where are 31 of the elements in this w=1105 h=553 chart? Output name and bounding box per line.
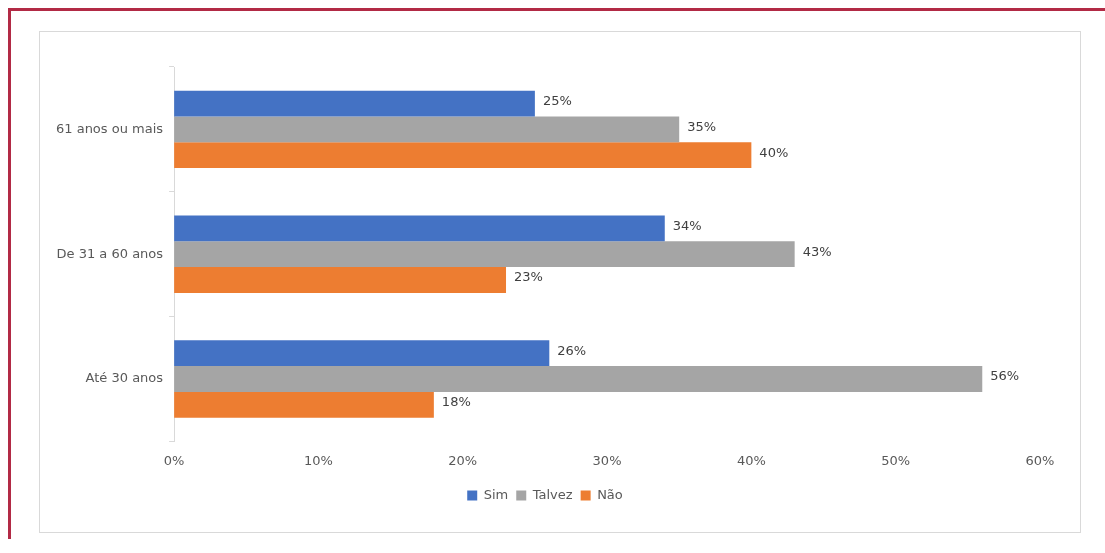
- bar: [174, 340, 550, 367]
- x-tick-label: 60%: [1025, 452, 1055, 468]
- data-label: 26%: [557, 342, 587, 358]
- x-tick-label: 20%: [448, 452, 478, 468]
- legend-label: Sim: [483, 486, 509, 502]
- x-tick-label: 0%: [163, 452, 185, 468]
- data-label: 56%: [990, 368, 1020, 384]
- bar: [174, 366, 983, 392]
- x-tick-label: 40%: [736, 452, 766, 468]
- x-tick-label: 10%: [303, 452, 333, 468]
- bar: [174, 90, 535, 117]
- y-tick-label: Até 30 anos: [85, 370, 164, 386]
- data-label: 23%: [514, 269, 543, 285]
- data-label: 43%: [802, 243, 832, 259]
- bar: [174, 241, 795, 268]
- y-tick-label: 61 anos ou mais: [55, 120, 164, 136]
- legend-label: Talvez: [531, 486, 573, 502]
- data-label: 25%: [542, 92, 572, 108]
- x-tick-label: 30%: [592, 452, 622, 468]
- data-label: 40%: [759, 144, 789, 160]
- legend-label: Não: [597, 486, 623, 502]
- data-label: 18%: [441, 394, 471, 410]
- data-label: 35%: [687, 118, 717, 134]
- bar: [174, 391, 434, 418]
- data-label: 34%: [672, 217, 702, 233]
- y-tick-label: De 31 a 60 anos: [56, 245, 164, 261]
- bar: [174, 267, 507, 293]
- bar: [174, 215, 665, 242]
- x-tick-label: 50%: [881, 452, 911, 468]
- bar: [174, 116, 680, 143]
- bar: [174, 142, 752, 169]
